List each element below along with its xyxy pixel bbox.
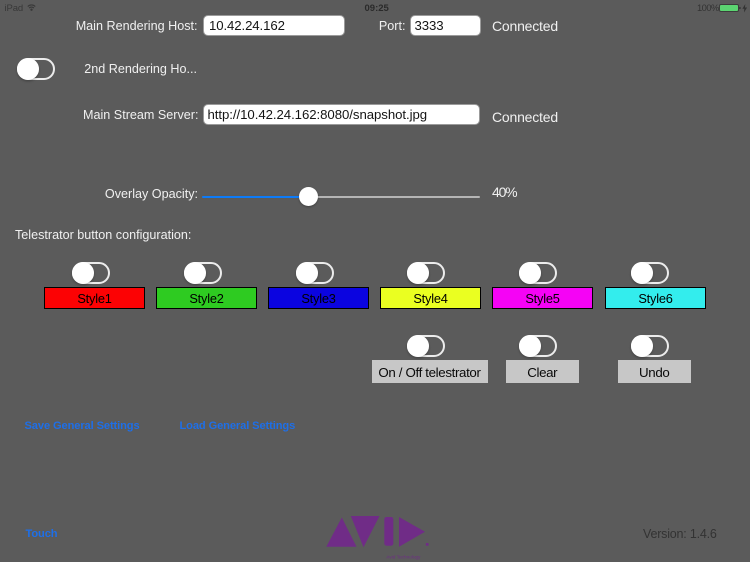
svg-text:Avid Technology: Avid Technology <box>386 554 421 559</box>
